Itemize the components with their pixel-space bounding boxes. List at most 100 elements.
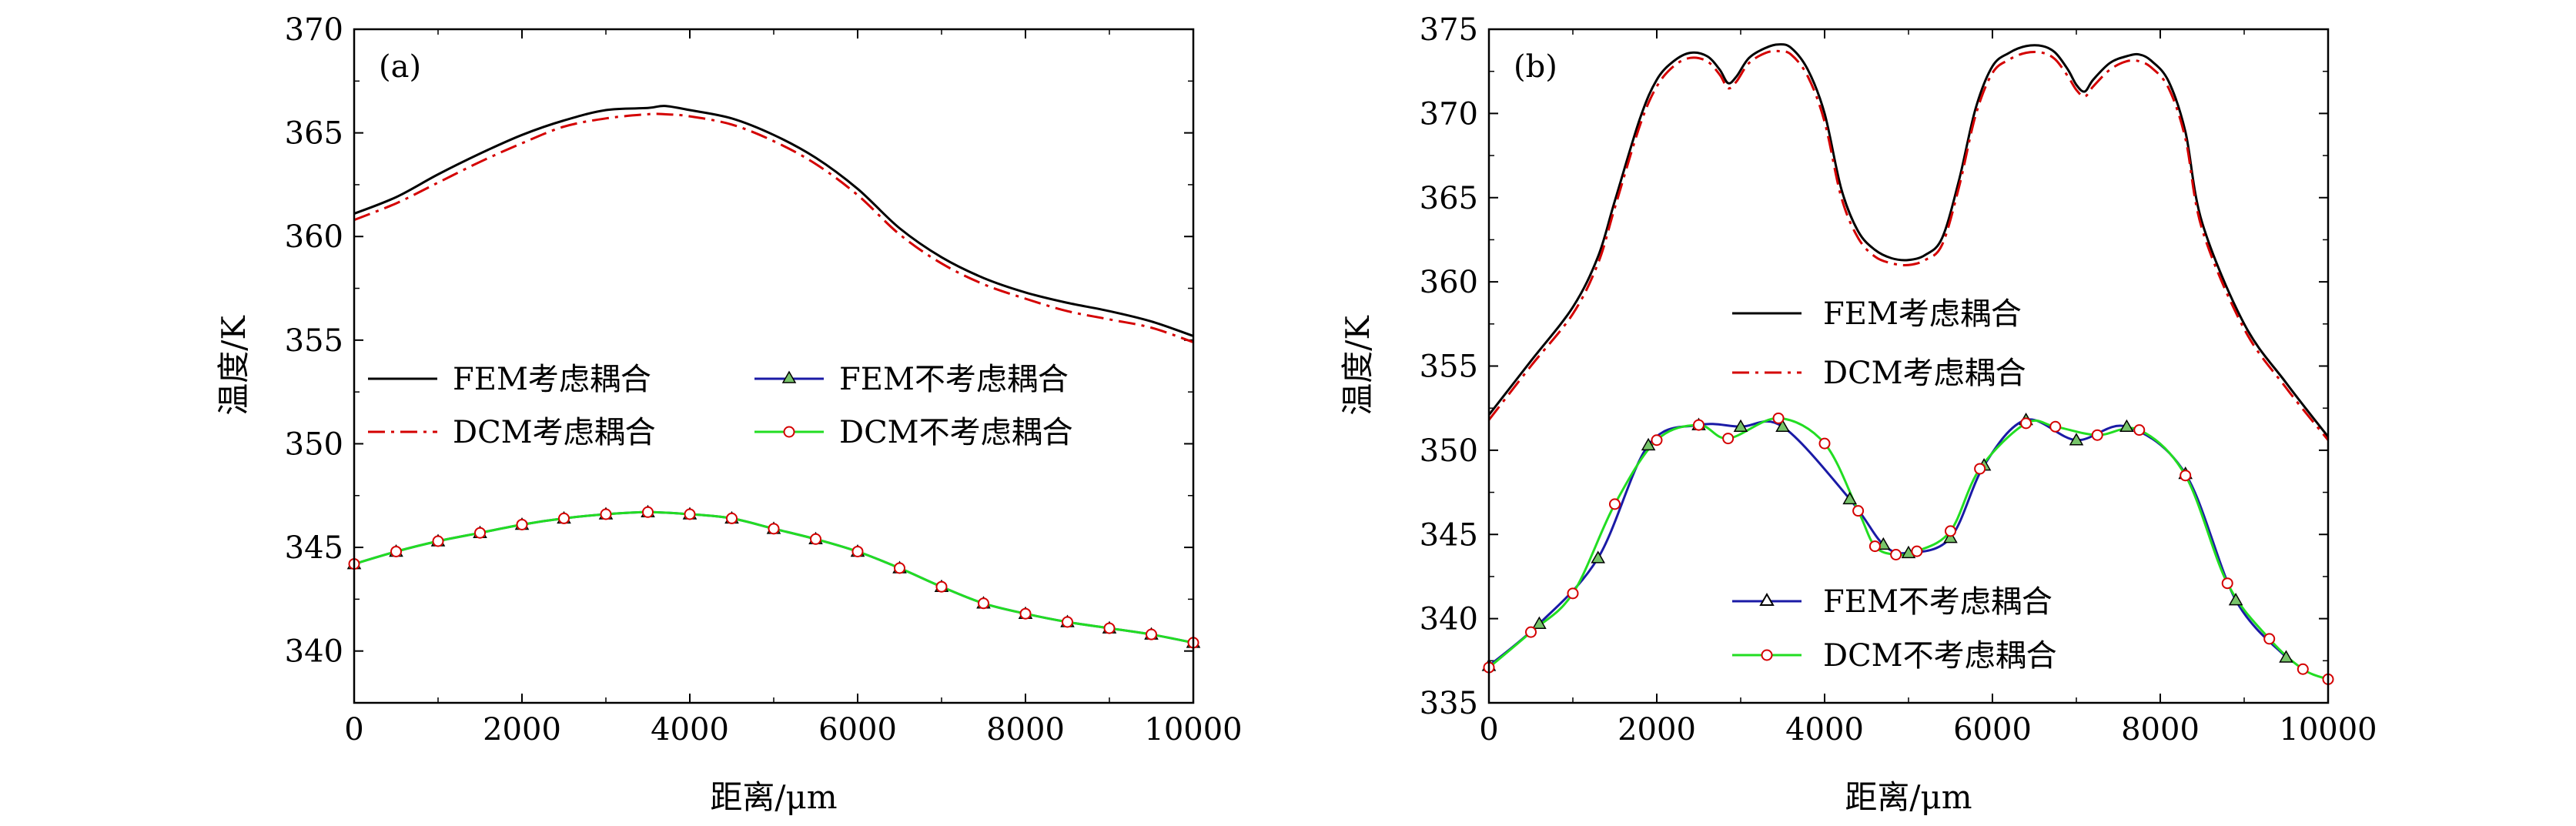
chart-b-x-axis-label: 距离/μm bbox=[1845, 778, 1972, 816]
data-point-triangle bbox=[1641, 437, 1656, 451]
y-tick-label: 355 bbox=[1420, 349, 1478, 385]
data-point-circle bbox=[1567, 587, 1579, 600]
data-point-circle bbox=[390, 545, 402, 557]
legend-label-dcm-uncoupled: DCM不考虑耦合 bbox=[839, 415, 1073, 450]
data-point-circle bbox=[810, 533, 821, 545]
legend-marker-circle bbox=[1761, 649, 1773, 661]
chart-panel-b: 0 2000 4000 6000 8000 10000 335 340 345 350 355 360… bbox=[1339, 12, 2377, 816]
data-point-circle bbox=[768, 523, 780, 535]
y-tick-label: 375 bbox=[1420, 12, 1478, 48]
data-point-circle bbox=[1103, 622, 1116, 634]
data-point-circle bbox=[1693, 419, 1705, 431]
data-point-circle bbox=[1974, 463, 1986, 475]
data-point-triangle bbox=[2119, 419, 2134, 432]
y-tick-label: 370 bbox=[285, 12, 343, 48]
x-tick-label: 2000 bbox=[483, 712, 561, 747]
chart-b-ticks: 0 2000 4000 6000 8000 10000 335 340 345 350 355 360… bbox=[1420, 12, 2377, 747]
data-point-circle bbox=[1911, 545, 1923, 557]
chart-b-legend: FEM考虑耦合 DCM考虑耦合 FEM不考虑耦合 DCM不考虑耦合 bbox=[1732, 296, 2057, 674]
legend-label-dcm-coupled: DCM考虑耦合 bbox=[453, 415, 656, 450]
data-point-triangle bbox=[1532, 616, 1547, 629]
data-point-triangle bbox=[1591, 550, 1605, 563]
data-point-circle bbox=[474, 527, 486, 539]
chart-a-ticks: 0 2000 4000 6000 8000 10000 340 345 350 355 360 365… bbox=[285, 12, 1243, 747]
data-point-circle bbox=[1868, 540, 1881, 553]
data-point-circle bbox=[2263, 633, 2276, 645]
legend-marker-triangle bbox=[781, 370, 797, 383]
data-point-circle bbox=[1818, 437, 1831, 450]
data-point-circle bbox=[2133, 424, 2146, 436]
data-point-circle bbox=[935, 580, 948, 593]
series-line-1 bbox=[354, 105, 1193, 337]
x-tick-label: 0 bbox=[344, 712, 363, 747]
chart-a-markers bbox=[346, 504, 1201, 649]
legend-item-dcm-coupled: DCM考虑耦合 bbox=[1732, 356, 2026, 391]
data-point-circle bbox=[600, 508, 612, 520]
legend-marker-circle bbox=[783, 426, 795, 438]
y-tick-label: 360 bbox=[285, 219, 343, 255]
data-point-triangle bbox=[1842, 491, 1857, 505]
x-tick-label: 10000 bbox=[2279, 712, 2377, 747]
y-tick-label: 335 bbox=[1420, 686, 1478, 721]
legend-marker-triangle bbox=[1759, 592, 1775, 606]
x-tick-label: 6000 bbox=[818, 712, 897, 747]
x-tick-label: 10000 bbox=[1144, 712, 1242, 747]
data-point-circle bbox=[978, 597, 989, 610]
y-tick-label: 360 bbox=[1420, 265, 1478, 300]
x-tick-label: 6000 bbox=[1953, 712, 2032, 747]
y-tick-label: 365 bbox=[1420, 181, 1478, 216]
data-point-circle bbox=[2049, 420, 2062, 433]
legend-label-fem-coupled: FEM考虑耦合 bbox=[1823, 296, 2022, 332]
series-line-1 bbox=[1489, 43, 2328, 438]
y-tick-label: 350 bbox=[1420, 433, 1478, 469]
legend-item-fem-coupled: FEM考虑耦合 bbox=[368, 362, 651, 397]
chart-b-frame bbox=[1487, 28, 2330, 704]
legend-item-fem-coupled: FEM考虑耦合 bbox=[1732, 296, 2022, 332]
data-point-circle bbox=[2091, 429, 2103, 441]
data-point-circle bbox=[894, 562, 905, 574]
series-line-3 bbox=[1489, 418, 2287, 667]
legend-label-fem-uncoupled: FEM不考虑耦合 bbox=[839, 362, 1069, 397]
data-point-triangle bbox=[2279, 650, 2293, 663]
data-point-circle bbox=[1062, 616, 1073, 628]
series-line-2 bbox=[354, 112, 1193, 343]
data-point-circle bbox=[1609, 498, 1621, 510]
chart-panel-a: 0 2000 4000 6000 8000 10000 340 345 350 355 360 365… bbox=[215, 12, 1243, 816]
data-point-circle bbox=[432, 535, 444, 547]
series-line-2 bbox=[1489, 49, 2328, 441]
data-point-circle bbox=[2020, 417, 2032, 430]
data-point-triangle bbox=[2069, 433, 2084, 446]
chart-a-frame bbox=[353, 28, 1195, 704]
legend-item-dcm-uncoupled: DCM不考虑耦合 bbox=[754, 415, 1073, 450]
data-point-circle bbox=[1019, 607, 1032, 620]
data-point-circle bbox=[2221, 577, 2233, 590]
data-point-circle bbox=[1525, 626, 1537, 638]
legend-item-dcm-uncoupled: DCM不考虑耦合 bbox=[1732, 638, 2057, 674]
y-tick-label: 350 bbox=[285, 426, 343, 462]
data-point-circle bbox=[684, 508, 696, 520]
data-point-circle bbox=[1146, 628, 1157, 640]
data-point-circle bbox=[851, 545, 864, 557]
x-tick-label: 0 bbox=[1479, 712, 1498, 747]
data-point-circle bbox=[1772, 412, 1785, 424]
chart-b-markers bbox=[1481, 412, 2334, 685]
data-point-triangle bbox=[1775, 419, 1790, 432]
data-point-circle bbox=[642, 506, 654, 518]
x-tick-label: 8000 bbox=[2121, 712, 2200, 747]
y-tick-label: 340 bbox=[285, 634, 343, 670]
chart-a-panel-label: (a) bbox=[379, 49, 421, 85]
data-point-circle bbox=[1852, 505, 1865, 517]
legend-item-fem-uncoupled: FEM不考虑耦合 bbox=[754, 362, 1069, 397]
y-tick-label: 340 bbox=[1420, 602, 1478, 637]
data-point-circle bbox=[1945, 525, 1956, 537]
data-point-triangle bbox=[2228, 593, 2243, 606]
chart-a-y-axis-label: 温度/K bbox=[215, 315, 253, 416]
y-tick-label: 345 bbox=[1420, 517, 1478, 553]
data-point-triangle bbox=[1943, 530, 1958, 543]
chart-a-x-axis-label: 距离/μm bbox=[710, 778, 837, 816]
data-point-circle bbox=[726, 512, 738, 524]
chart-b-y-axis-label: 温度/K bbox=[1339, 315, 1377, 416]
chart-a-legend: FEM考虑耦合 DCM考虑耦合 FEM不考虑耦合 DCM不考虑耦合 bbox=[368, 362, 1073, 450]
legend-label-dcm-uncoupled: DCM不考虑耦合 bbox=[1823, 638, 2057, 674]
